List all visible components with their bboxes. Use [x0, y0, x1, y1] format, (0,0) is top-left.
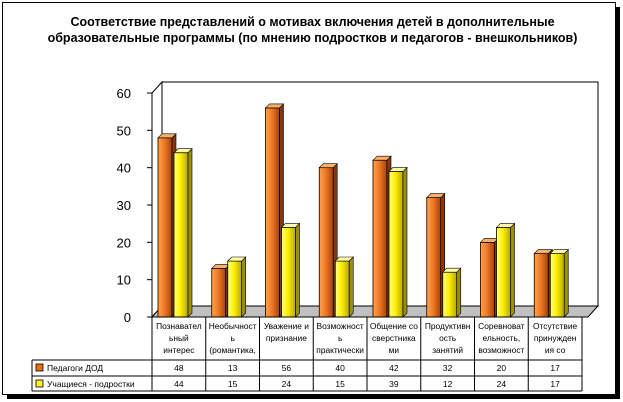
x-category-label: интерес: [163, 345, 194, 355]
x-category-label: ия со: [545, 345, 566, 355]
bar-top: [280, 223, 301, 228]
bar-side: [456, 267, 462, 318]
bar-teachers: [157, 137, 173, 318]
bar-students: [173, 152, 189, 318]
legend-key-students: [35, 379, 44, 388]
chart-title: Соответствие представлений о мотивах вкл…: [47, 15, 578, 45]
x-category-label: Продуктивн: [425, 321, 471, 331]
bar-students: [388, 170, 404, 318]
legend-key-teachers: [35, 363, 44, 372]
frame-shadow-bottom: [7, 394, 620, 399]
bar-top: [318, 163, 338, 168]
bar-side: [295, 222, 300, 318]
x-category-label: Возможност: [317, 321, 364, 331]
bar-side: [241, 256, 247, 318]
bar-top: [533, 249, 553, 254]
x-category-label: (романтика,: [209, 345, 256, 355]
data-table-value: 42: [389, 363, 399, 373]
bar-side: [348, 256, 354, 318]
x-category-label: Уважение и: [264, 321, 309, 331]
x-category-label: Соревноват: [478, 321, 525, 331]
data-table-value: 44: [174, 379, 184, 389]
bar-side: [510, 222, 515, 318]
x-category-label: ь: [338, 333, 343, 343]
bar-top: [495, 223, 516, 228]
bar-side: [402, 166, 408, 318]
x-category-label: сверстника: [372, 333, 416, 343]
x-category-label: возможност: [478, 345, 524, 355]
y-tick-label: 50: [117, 123, 131, 138]
data-table-value: 15: [228, 379, 238, 389]
bar-students: [281, 226, 296, 318]
bar-teachers: [426, 197, 442, 318]
data-table-value: 56: [282, 363, 292, 373]
data-table-value: 32: [443, 363, 453, 373]
data-table-value: 40: [335, 363, 345, 373]
x-category-label: ь: [230, 333, 235, 343]
bar-top: [442, 267, 462, 273]
bar-top: [426, 193, 446, 198]
x-category-label: ельность,: [483, 333, 521, 343]
data-table-value: 17: [550, 379, 560, 389]
x-category-label: ми: [389, 345, 400, 355]
y-tick-label: 20: [117, 235, 131, 250]
frame-shadow-right: [615, 7, 620, 395]
y-tick-label: 0: [124, 310, 131, 325]
data-table-value: 20: [497, 363, 507, 373]
data-table-value: 12: [443, 379, 453, 389]
legend-label: Педагоги ДОД: [47, 363, 103, 373]
data-table-value: 15: [335, 379, 345, 389]
bar-students: [227, 260, 243, 318]
data-table-value: 48: [174, 363, 184, 373]
bar-top: [227, 256, 247, 262]
x-category-label: признание: [266, 333, 307, 343]
bar-students: [549, 253, 565, 318]
x-category-label: Отсутствие: [533, 321, 578, 331]
data-table-value: 17: [550, 363, 560, 373]
bar-top: [264, 103, 285, 109]
bar-top: [173, 148, 193, 154]
bar-students: [334, 260, 350, 318]
bar-teachers: [318, 167, 334, 318]
y-tick-label: 40: [117, 161, 131, 176]
bar-top: [549, 249, 569, 254]
x-category-label: практически: [316, 345, 364, 355]
bar-teachers: [372, 159, 388, 318]
y-tick-label: 30: [117, 198, 131, 213]
data-table-value: 13: [228, 363, 238, 373]
bar-top: [372, 155, 392, 161]
bar-teachers: [265, 107, 280, 318]
bar-side: [563, 248, 569, 318]
legend-label: Учащиеся - подростки: [47, 379, 135, 389]
x-category-label: Познавател: [156, 321, 202, 331]
data-table-value: 39: [389, 379, 399, 389]
bar-teachers: [211, 268, 227, 318]
bar-teachers: [480, 241, 495, 318]
data-table-value: 24: [282, 379, 292, 389]
x-category-label: Необычност: [209, 321, 257, 331]
x-category-label: ость: [439, 333, 457, 343]
bar-side: [187, 148, 193, 318]
bar-students: [496, 226, 511, 318]
x-category-label: занятий: [432, 345, 463, 355]
bar-top: [157, 133, 177, 139]
x-category-label: принужден: [534, 333, 577, 343]
x-category-label: ьный: [169, 333, 189, 343]
bar-students: [442, 271, 458, 318]
y-tick-label: 60: [117, 86, 131, 101]
bar-top: [388, 167, 408, 172]
data-table-value: 24: [497, 379, 507, 389]
x-category-label: Общение со: [370, 321, 418, 331]
y-tick-label: 10: [117, 273, 131, 288]
bar-teachers: [533, 253, 549, 318]
bar-top: [334, 256, 354, 262]
